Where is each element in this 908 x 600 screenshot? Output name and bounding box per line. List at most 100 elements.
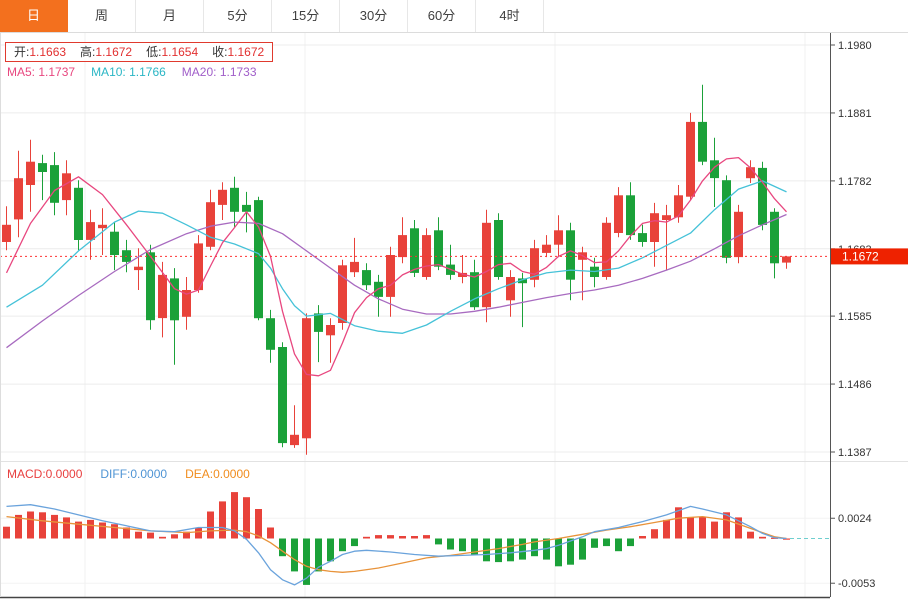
low-label: 低: [146,45,162,59]
candle-body [542,244,551,253]
tab-month[interactable]: 月 [136,0,204,32]
candle-body [266,318,275,350]
candle-body [506,277,515,301]
candle-body [278,347,287,444]
candle-body [134,266,143,271]
macd-bar [339,538,346,552]
macd-bar [711,521,718,539]
macd-bar [363,536,370,539]
macd-bar [531,538,538,557]
tab-15min[interactable]: 15分 [272,0,340,32]
macd-bar [63,517,70,539]
macd-bar [219,501,226,539]
macd-bar [603,538,610,547]
candle-body [254,200,263,319]
macd-axis-label: -0.0053 [838,578,875,590]
macd-bar [39,512,46,539]
high-label: 高: [80,45,96,59]
macd-bar [495,538,502,563]
macd-bar [15,514,22,539]
candle-body [518,278,527,284]
macd-bar [27,511,34,539]
macd-bar [327,538,334,562]
price-axis-label: 1.1387 [838,447,872,459]
candle-body [302,318,311,439]
candle-body [158,274,167,319]
candle-body [350,261,359,273]
candle-body [470,272,479,308]
candle-body [458,272,467,277]
candle-body [14,178,23,220]
dea-value: DEA:0.0000 [185,467,250,481]
candle-body [398,235,407,258]
ma-legend: MA5: 1.1737 MA10: 1.1766 MA20: 1.1733 [7,64,257,80]
candle-body [638,233,647,242]
ma10-line [6,180,787,334]
candle-body [26,161,35,185]
macd-bar [351,538,358,547]
macd-bar [195,527,202,539]
candle-body [386,255,395,297]
open-value: 1.1663 [29,45,67,59]
macd-bar [471,538,478,555]
price-badge-value: 1.1672 [842,249,879,263]
tab-4hour[interactable]: 4时 [476,0,544,32]
candle-body [194,243,203,291]
tab-30min[interactable]: 30分 [340,0,408,32]
candle-body [338,265,347,323]
price-axis-label: 1.1585 [838,311,872,323]
candle-body [758,167,767,225]
tab-week[interactable]: 周 [68,0,136,32]
tab-5min[interactable]: 5分 [204,0,272,32]
macd-bar [723,512,730,539]
close-value: 1.1672 [227,45,265,59]
macd-bar [615,538,622,552]
tab-60min[interactable]: 60分 [408,0,476,32]
macd-bar [591,538,598,548]
macd-bar [147,532,154,539]
candle-body [602,222,611,277]
macd-bar [315,538,322,572]
macd-bar [411,536,418,539]
macd-bar [519,538,526,560]
macd-bar [183,531,190,539]
macd-axis-label: 0.0024 [838,513,872,525]
macd-bar [627,538,634,547]
macd-bar [459,538,466,552]
macd-bar [555,538,562,567]
price-axis-label: 1.1980 [838,40,872,52]
candle-body [62,173,71,201]
macd-bar [435,538,442,545]
candle-body [674,195,683,218]
tab-day[interactable]: 日 [0,0,68,32]
candle-body [362,270,371,286]
macd-bar [291,538,298,572]
timeframe-tabbar: 日 周 月 5分 15分 30分 60分 4时 [0,0,908,33]
candle-body [218,189,227,205]
ma20-line [6,213,787,349]
macd-bar [123,527,130,539]
diff-line [6,504,787,586]
high-value: 1.1672 [95,45,133,59]
candle-body [614,195,623,233]
candle-body [482,222,491,308]
candle-body [170,278,179,321]
diff-value: DIFF:0.0000 [100,467,168,481]
candle-body [242,204,251,212]
candle-body [74,187,83,240]
macd-bar [99,522,106,539]
candle-body [110,231,119,255]
macd-bar [243,497,250,539]
macd-bar [639,536,646,539]
candle-body [770,211,779,264]
candle-body [146,252,155,321]
macd-bar [423,535,430,539]
candle-body [782,256,791,263]
open-label: 开: [14,45,30,59]
candle-body [494,220,503,277]
macd-bar [207,511,214,539]
candle-body [434,230,443,267]
close-label: 收: [212,45,228,59]
macd-bar [279,538,286,557]
